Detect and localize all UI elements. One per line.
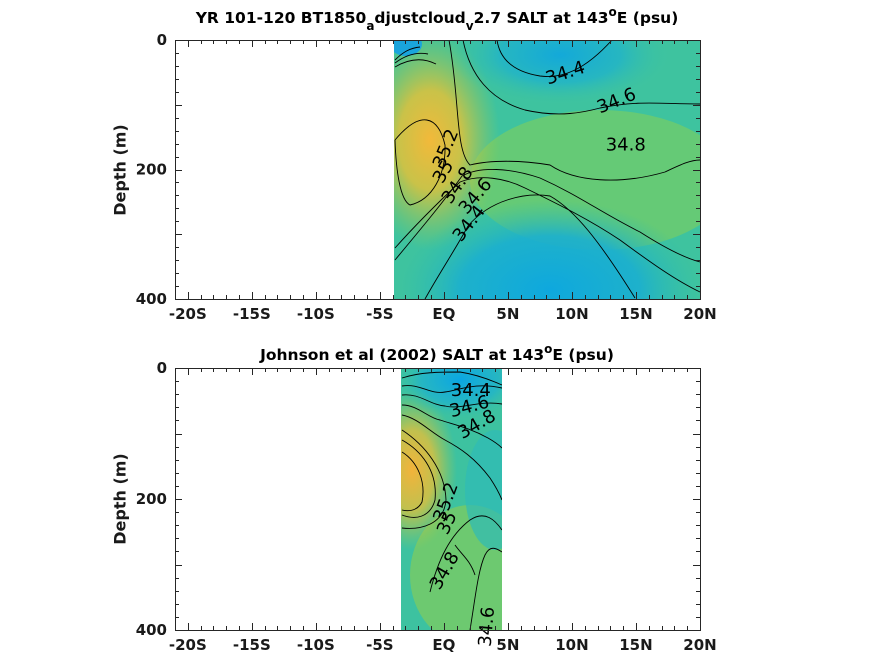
- x-tick-label: -15S: [233, 305, 271, 323]
- salinity-field-bottom: [401, 369, 502, 631]
- x-tick-label: 10N: [555, 305, 588, 323]
- contour-label: 34.4: [451, 380, 491, 401]
- x-tick-label: -5S: [366, 636, 393, 654]
- x-tick-label: -15S: [233, 636, 271, 654]
- chart-title-top: YR 101-120 BT1850adjustcloudv2.7 SALT at…: [195, 5, 679, 33]
- ticks-bottom: -20S -15S -10S -5S EQ 5N 10N 15N 20N 0 200 400: [136, 359, 717, 654]
- x-tick-label: EQ: [432, 636, 455, 654]
- x-tick-label: 10N: [555, 636, 588, 654]
- x-tick-label: -5S: [366, 305, 393, 323]
- x-tick-label: -10S: [297, 636, 335, 654]
- contour-label: 34.8: [606, 135, 646, 156]
- x-tick-label: 5N: [496, 305, 519, 323]
- x-tick-label: 20N: [683, 636, 716, 654]
- y-axis-label-top: Depth (m): [111, 124, 130, 216]
- y-tick-label: 200: [136, 490, 167, 508]
- y-tick-label: 0: [157, 359, 167, 377]
- x-tick-label: 20N: [683, 305, 716, 323]
- chart-title-bottom: Johnson et al (2002) SALT at 143oE (psu): [259, 342, 614, 364]
- x-tick-label: 15N: [619, 636, 652, 654]
- y-tick-label: 400: [136, 290, 167, 308]
- x-tick-label: 15N: [619, 305, 652, 323]
- ticks-top: -20S -15S -10S -5S EQ 5N 10N 15N 20N 0 200 400: [136, 31, 717, 323]
- x-tick-label: 5N: [496, 636, 519, 654]
- y-tick-label: 200: [136, 161, 167, 179]
- x-tick-label: -20S: [169, 305, 207, 323]
- y-tick-label: 0: [157, 31, 167, 49]
- x-tick-label: -20S: [169, 636, 207, 654]
- y-axis-label-bottom: Depth (m): [111, 453, 130, 545]
- x-tick-label: EQ: [432, 305, 455, 323]
- salinity-field-top: [394, 40, 700, 299]
- x-tick-label: -10S: [297, 305, 335, 323]
- y-tick-label: 400: [136, 621, 167, 639]
